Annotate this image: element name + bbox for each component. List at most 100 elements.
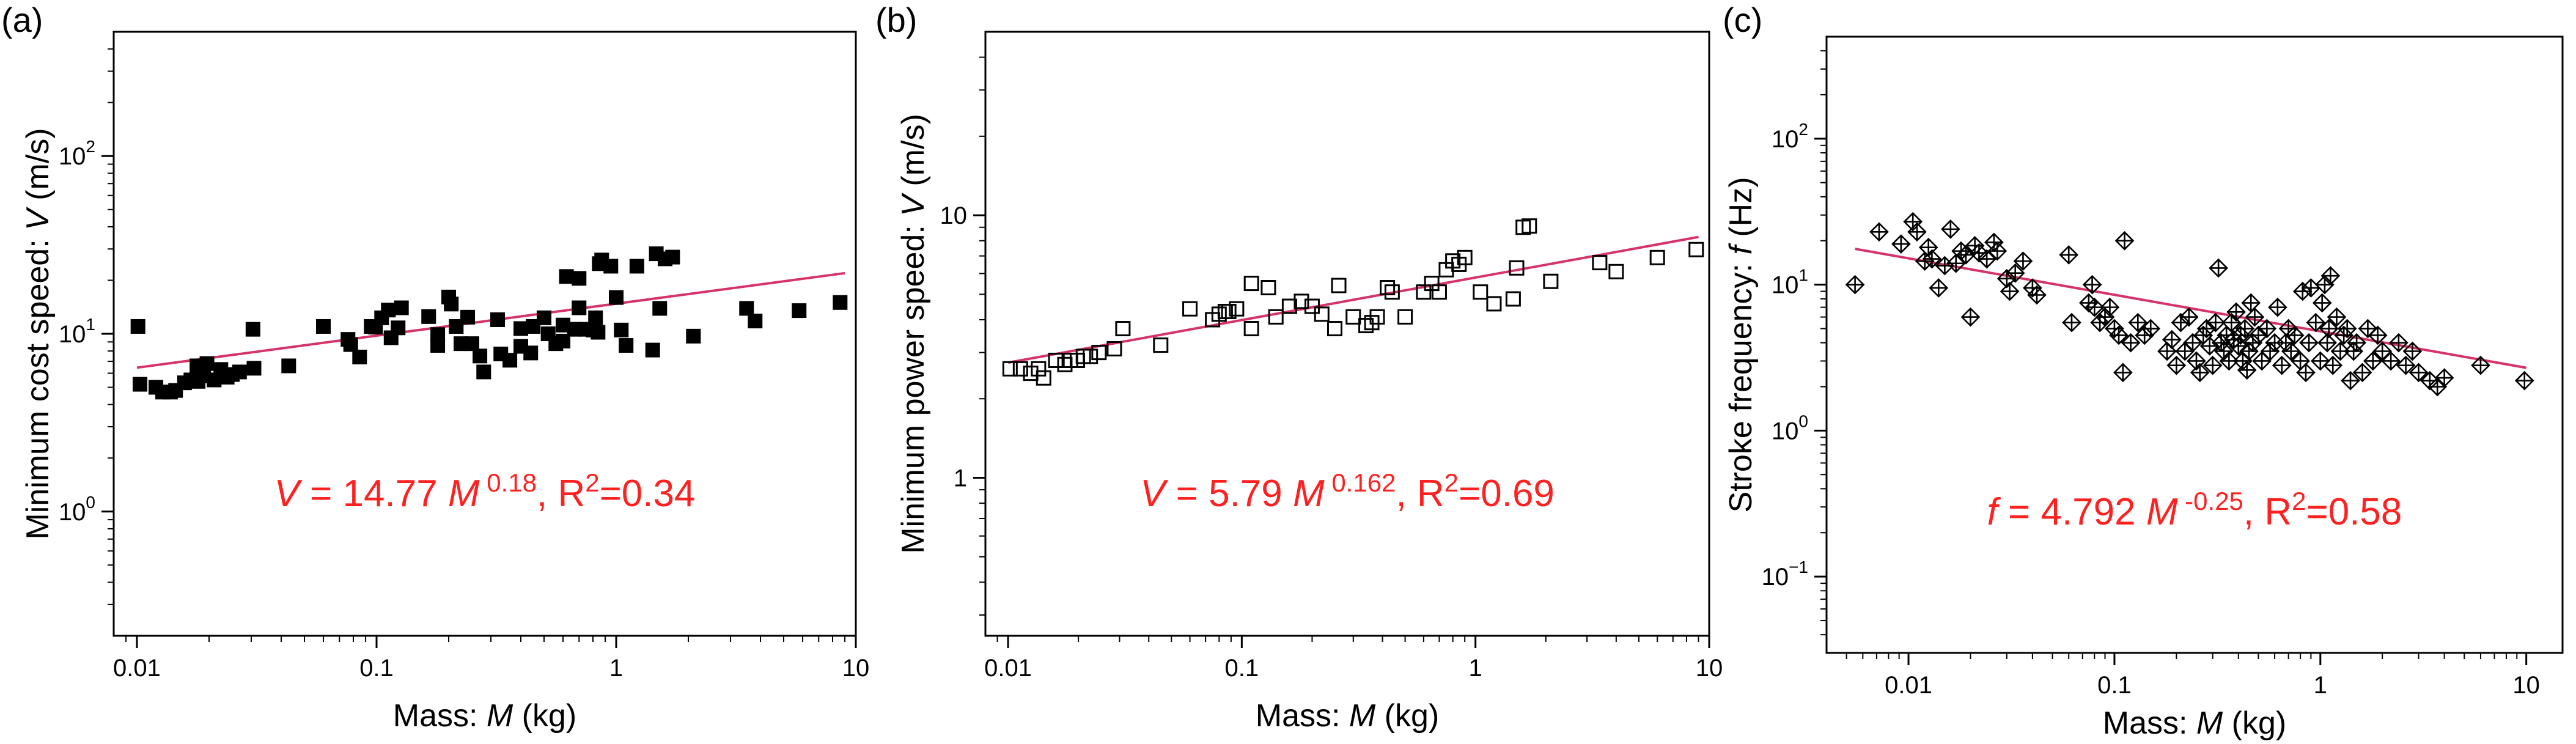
data-point: [1331, 278, 1347, 293]
data-point: [2434, 368, 2454, 388]
data-point: [1509, 260, 1525, 276]
data-point: [2281, 341, 2301, 361]
x-tick-label: 0.1: [2097, 672, 2132, 699]
data-point: [1281, 298, 1297, 314]
data-point: [2337, 319, 2357, 339]
data-point: [343, 337, 358, 352]
data-point: [1845, 274, 1865, 295]
x-tick-label: 10: [2512, 672, 2540, 699]
x-tick-label: 10: [1696, 655, 1723, 682]
data-point: [1592, 255, 1608, 271]
data-point: [2471, 355, 2490, 375]
x-tick-label: 1: [2314, 672, 2327, 699]
data-point: [1431, 284, 1447, 300]
data-point: [665, 249, 680, 265]
axes-frame: [112, 31, 857, 637]
fit-line: [1855, 248, 2527, 369]
data-point: [2113, 363, 2133, 383]
data-point: [421, 309, 436, 324]
data-point: [245, 322, 260, 337]
data-point: [833, 295, 848, 310]
data-point: [1380, 280, 1396, 296]
data-point: [2389, 333, 2409, 353]
data-point: [502, 353, 518, 368]
data-point: [2358, 319, 2378, 339]
data-point: [1012, 361, 1028, 377]
data-point: [199, 356, 215, 371]
y-tick-label: 101: [1772, 266, 1808, 299]
data-point: [2344, 341, 2364, 361]
data-point: [1229, 301, 1245, 317]
fit-annotation: V = 5.79 M 0.162, R2=0.69: [1140, 468, 1555, 515]
data-point: [645, 342, 660, 358]
data-point: [2396, 355, 2416, 375]
y-axis-label: Stroke frequency: f (Hz): [1723, 177, 1759, 512]
data-point: [2306, 312, 2326, 333]
fit-annotation: f = 4.792 M -0.25, R2=0.58: [1987, 487, 2402, 533]
data-point: [2372, 341, 2393, 361]
data-point: [2363, 351, 2383, 371]
data-point: [2368, 325, 2388, 345]
data-point: [1083, 348, 1098, 364]
y-tick-label: 100: [59, 493, 95, 526]
data-point: [394, 300, 409, 315]
data-point: [2206, 312, 2226, 333]
data-point: [1153, 337, 1169, 353]
data-point: [2226, 302, 2246, 322]
y-axis-label: Minimum power speed: V (m/s): [896, 114, 931, 554]
data-point: [460, 309, 476, 325]
data-point: [1543, 273, 1559, 289]
x-tick-label: 1: [1469, 655, 1482, 682]
data-point: [652, 301, 668, 316]
data-point: [1457, 249, 1473, 265]
panel-label: (c): [1723, 1, 1762, 39]
data-point: [232, 364, 247, 380]
data-point: [1345, 309, 1361, 325]
data-point: [1946, 253, 1966, 273]
data-point: [2347, 333, 2366, 353]
data-point: [2109, 325, 2129, 345]
data-point: [1243, 276, 1259, 292]
data-point: [572, 300, 587, 315]
data-point: [1522, 218, 1537, 234]
data-point: [1115, 321, 1131, 337]
data-point: [2260, 341, 2280, 361]
x-tick-label: 0.1: [359, 655, 394, 682]
data-point: [1048, 352, 1064, 368]
data-point: [133, 377, 148, 392]
data-point: [2162, 330, 2182, 350]
data-point: [1960, 307, 1981, 327]
data-point: [1397, 309, 1413, 325]
x-tick-label: 0.1: [1225, 655, 1259, 682]
data-point: [2239, 341, 2259, 361]
y-tick-label: 101: [59, 315, 95, 348]
data-point: [1369, 309, 1385, 325]
data-point: [391, 320, 406, 336]
data-point: [559, 269, 574, 284]
data-point: [2141, 319, 2161, 339]
data-point: [2320, 266, 2341, 285]
data-point: [2296, 363, 2316, 383]
x-axis-label: Mass: M (kg): [1256, 698, 1439, 734]
data-point: [2062, 312, 2081, 333]
data-point: [464, 336, 479, 352]
data-point: [2235, 319, 2255, 339]
x-tick-label: 0.01: [113, 655, 161, 682]
data-point: [608, 290, 624, 305]
data-point: [1364, 315, 1380, 331]
data-point: [1688, 241, 1704, 257]
data-point: [1182, 301, 1198, 317]
data-point: [2427, 377, 2448, 397]
data-point: [1891, 234, 1911, 254]
data-point: [2027, 285, 2047, 305]
data-point: [2319, 319, 2339, 339]
data-point: [2252, 351, 2272, 371]
data-point: [1987, 241, 2007, 261]
data-point: [1091, 345, 1107, 361]
data-point: [316, 319, 331, 334]
data-point: [444, 296, 459, 312]
data-point: [2312, 293, 2332, 313]
data-point: [588, 310, 603, 325]
data-point: [2327, 307, 2347, 327]
data-point: [739, 301, 754, 316]
